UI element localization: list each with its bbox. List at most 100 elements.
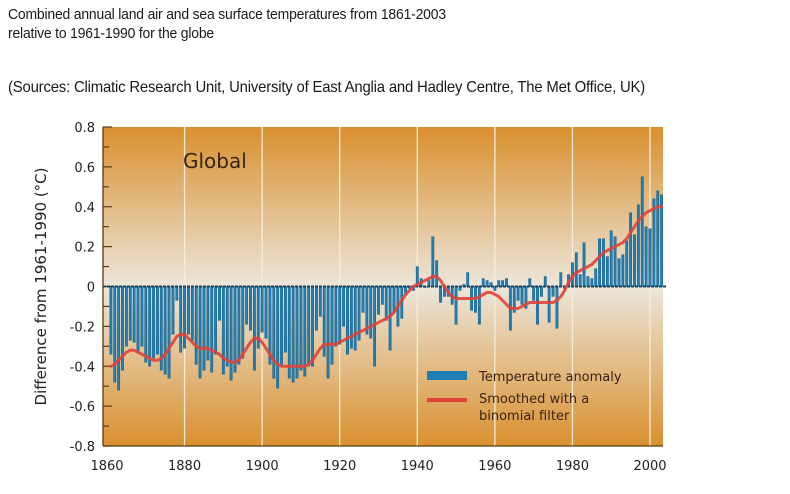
- bar-1993: [621, 254, 625, 287]
- bar-1887: [210, 286, 214, 373]
- x-tick-labels: 1860 1880 1900 1920 1940 1960 1980 2000: [90, 459, 666, 474]
- bar-1999: [644, 226, 648, 287]
- bar-1908: [291, 286, 295, 383]
- bar-1876: [167, 286, 171, 379]
- bar-1977: [559, 272, 563, 287]
- bar-1973: [543, 276, 547, 287]
- y-tick-label: 0.4: [74, 201, 95, 216]
- bar-1989: [605, 256, 609, 287]
- bar-1957: [481, 278, 485, 287]
- bar-1905: [280, 286, 283, 365]
- bar-1870: [144, 286, 148, 363]
- bar-1974: [547, 286, 551, 323]
- bar-1921: [342, 286, 345, 327]
- bar-1871: [148, 286, 152, 367]
- bar-2003: [660, 194, 664, 287]
- y-tick-label: 0.6: [74, 161, 95, 176]
- bar-1882: [190, 286, 194, 341]
- bar-1966: [516, 286, 520, 301]
- x-tick-label: 1920: [323, 459, 356, 474]
- bar-1898: [252, 286, 256, 371]
- sources-caption: (Sources: Climatic Research Unit, Univer…: [8, 79, 646, 96]
- bar-1863: [117, 286, 121, 391]
- bar-1896: [245, 286, 249, 325]
- bar-1922: [346, 286, 349, 355]
- bar-1879: [179, 286, 183, 353]
- x-tick-label: 1980: [556, 459, 589, 474]
- caption-line-1: Combined annual land air and sea surface…: [8, 6, 446, 23]
- bar-1891: [225, 286, 229, 367]
- bar-1885: [202, 286, 206, 371]
- bar-1923: [349, 286, 353, 349]
- bar-1895: [241, 286, 245, 359]
- legend-label-anomaly: Temperature anomaly: [478, 370, 622, 385]
- bar-1861: [109, 286, 113, 355]
- bar-1987: [598, 238, 601, 287]
- bar-1967: [520, 286, 524, 305]
- bar-1924: [353, 286, 357, 351]
- panel-label-global: Global: [183, 149, 247, 173]
- bar-1873: [156, 286, 159, 355]
- bar-1950: [454, 286, 458, 325]
- bar-1865: [124, 286, 128, 347]
- bar-1982: [578, 274, 582, 287]
- bar-1917: [326, 286, 330, 379]
- bar-1880: [183, 286, 186, 349]
- bar-1892: [229, 286, 233, 381]
- bar-1930: [377, 286, 380, 315]
- bar-1963: [505, 278, 508, 287]
- bar-1883: [194, 286, 198, 365]
- x-tick-label: 1960: [478, 459, 511, 474]
- bar-1918: [330, 286, 334, 365]
- bar-1919: [334, 286, 338, 347]
- bar-1901: [264, 286, 268, 339]
- bar-1971: [536, 286, 539, 325]
- bar-1877: [171, 286, 175, 335]
- bar-1969: [528, 278, 532, 287]
- bar-1897: [249, 286, 252, 331]
- bar-1932: [384, 286, 388, 321]
- bar-1960: [493, 286, 497, 291]
- bar-1928: [369, 286, 373, 339]
- bar-1868: [136, 286, 140, 353]
- bar-1878: [175, 286, 179, 301]
- bar-1990: [609, 230, 613, 287]
- bar-1970: [532, 286, 536, 301]
- bar-1920: [338, 286, 342, 345]
- bar-1875: [163, 286, 167, 375]
- bar-1926: [361, 286, 365, 313]
- bar-1907: [287, 286, 291, 379]
- bar-1899: [256, 286, 260, 349]
- bar-1975: [551, 286, 555, 297]
- caption-line-2: relative to 1961-1990 for the globe: [8, 25, 214, 42]
- bar-2002: [656, 190, 660, 287]
- y-tick-label: 0.8: [74, 121, 95, 136]
- bar-1866: [128, 286, 132, 341]
- bar-1888: [214, 286, 218, 355]
- y-tick-label: -0.4: [70, 360, 95, 375]
- bar-1890: [221, 286, 225, 375]
- anomaly-bars: [109, 176, 664, 391]
- bar-1869: [140, 286, 144, 347]
- y-tick-label: -0.8: [70, 440, 95, 455]
- x-tick-label: 1940: [401, 459, 434, 474]
- x-tick-label: 1880: [168, 459, 201, 474]
- bar-1956: [477, 286, 481, 325]
- x-tick-label: 1900: [246, 459, 279, 474]
- legend-label-smoothed-2: binomial filter: [479, 409, 570, 424]
- bar-1862: [113, 286, 117, 383]
- bar-2000: [648, 228, 652, 287]
- y-tick-label: 0.2: [74, 241, 95, 256]
- legend-swatch-anomaly: [427, 371, 467, 380]
- bar-1984: [586, 276, 590, 287]
- bar-1909: [295, 286, 299, 379]
- bar-1997: [636, 204, 640, 287]
- bar-1983: [582, 242, 586, 287]
- bar-1894: [237, 286, 241, 365]
- bar-1945: [435, 260, 439, 287]
- bar-1946: [439, 286, 442, 303]
- bar-1910: [299, 286, 303, 371]
- bar-1944: [431, 236, 435, 287]
- bar-1927: [365, 286, 369, 335]
- bar-1965: [512, 286, 516, 313]
